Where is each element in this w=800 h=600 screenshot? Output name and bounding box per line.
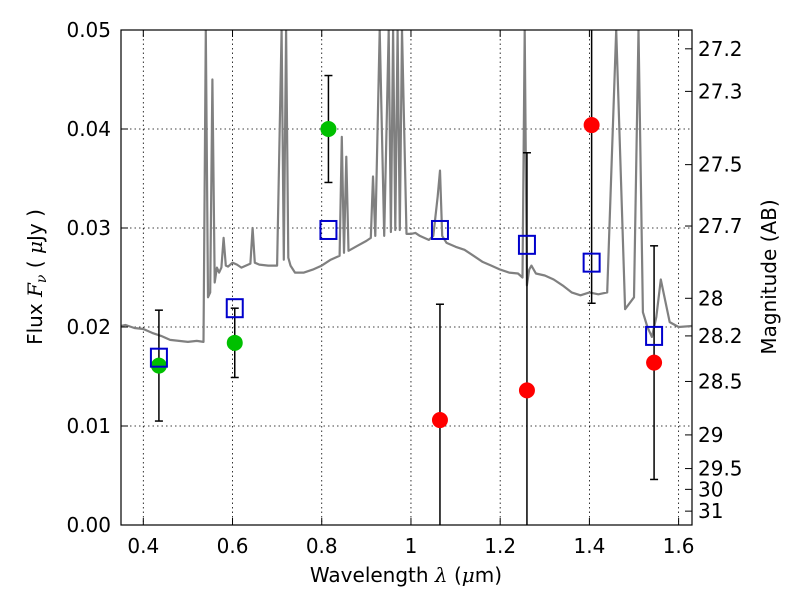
plot-frame (120, 29, 693, 526)
y-tick-label: 0.01 (66, 414, 111, 438)
right-tick-label: 28.5 (698, 369, 743, 393)
y-tick-label: 0.00 (66, 513, 111, 537)
marker-layer (149, 117, 664, 429)
x-tick-labels: 0.4 0.6 0.8 1 1.2 1.4 1.6 (127, 534, 694, 558)
data-point (320, 121, 337, 137)
x-tick-label: 0.4 (127, 534, 159, 558)
y-axis-mu: μ (23, 241, 47, 254)
right-tick-label: 27.7 (698, 214, 743, 238)
x-axis-title: Wavelength λ (μm) (310, 563, 502, 587)
data-point (226, 334, 243, 351)
right-tick-label: 27.5 (698, 153, 743, 177)
data-point (583, 117, 600, 134)
axis-ticks (121, 29, 692, 526)
y-tick-label: 0.03 (66, 216, 111, 240)
model-point (319, 219, 338, 240)
model-point (582, 252, 601, 273)
model-point (149, 347, 168, 368)
right-tick-label: 30 (698, 477, 723, 501)
x-axis-mu: μ (462, 563, 475, 587)
y-axis-title-text: Flux (23, 297, 47, 345)
y-axis-nu: ν (34, 274, 50, 283)
model-point (517, 234, 536, 255)
right-tick-label: 29 (698, 423, 723, 447)
y-tick-label: 0.02 (66, 315, 111, 339)
model-point (225, 298, 244, 319)
right-tick-label: 31 (698, 499, 723, 523)
right-tick-label: 27.2 (698, 37, 743, 61)
data-point (646, 354, 663, 371)
y-tick-label: 0.05 (66, 18, 111, 42)
data-point (150, 357, 167, 374)
model-point (430, 219, 449, 240)
model-point (645, 325, 664, 346)
x-axis-lambda: λ (434, 563, 448, 587)
right-tick-label: 28 (698, 286, 723, 310)
x-tick-label: 0.8 (306, 534, 338, 558)
y-axis-unit-open: ( (23, 254, 47, 275)
x-tick-label: 1.4 (573, 534, 605, 558)
x-axis-title-text: Wavelength (310, 563, 435, 587)
right-tick-label: 27.3 (698, 79, 743, 103)
x-axis-unit-m: m) (475, 563, 502, 587)
y-axis-title: Flux Fν ( μJy ) (23, 209, 50, 345)
x-tick-label: 1.2 (484, 534, 516, 558)
right-tick-label: 29.5 (698, 457, 743, 481)
y-tick-label: 0.04 (66, 117, 111, 141)
y-axis-unit: Jy ) (23, 209, 47, 243)
y-axis-F: F (23, 282, 47, 298)
data-point (518, 382, 535, 399)
x-axis-unit: ( (448, 563, 462, 587)
data-point (431, 412, 448, 429)
x-tick-label: 0.6 (217, 534, 249, 558)
grid (121, 30, 692, 525)
x-tick-label: 1 (405, 534, 418, 558)
right-tick-label: 28.2 (698, 324, 743, 348)
right-axis-title: Magnitude (AB) (757, 199, 781, 354)
spectrum-line-layer (121, 30, 692, 343)
y-tick-labels: 0.00 0.01 0.02 0.03 0.04 0.05 (66, 18, 111, 537)
spectrum-line (121, 30, 692, 343)
x-tick-label: 1.6 (663, 534, 695, 558)
